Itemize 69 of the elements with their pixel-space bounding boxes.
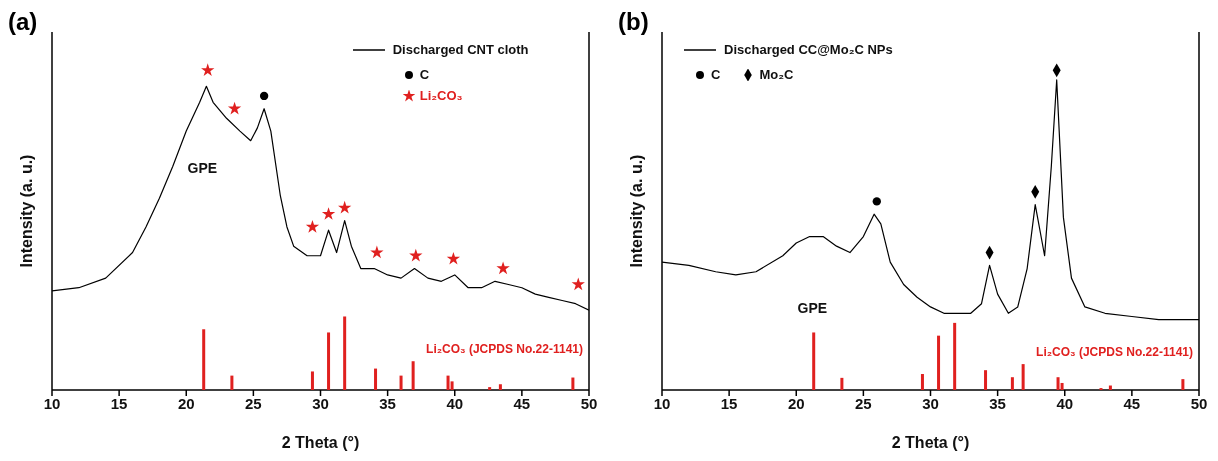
x-tick-label: 20: [177, 394, 195, 412]
legend-label: Discharged CNT cloth: [392, 42, 529, 57]
bar: [343, 316, 347, 390]
x-tick-label: 20: [787, 394, 805, 412]
legend-label: Li₂CO₃: [419, 88, 463, 103]
bar: [1010, 377, 1014, 390]
x-tick-label: 45: [513, 394, 531, 412]
legend-label: Discharged CC@Mo₂C NPs: [724, 42, 893, 57]
legend-label: C: [419, 67, 430, 82]
x-tick-label: 30: [922, 394, 939, 412]
x-tick-label: 15: [720, 394, 738, 412]
legend-label: C: [711, 67, 721, 82]
annotation: GPE: [186, 159, 219, 176]
bar: [1181, 379, 1185, 390]
point: [446, 251, 461, 265]
chart-title: (a): [8, 8, 38, 36]
chart-title: (b): [618, 8, 649, 36]
point: [321, 207, 336, 220]
bar: [1021, 364, 1025, 390]
series-label: Li₂CO₃ (JCPDS No.22-1141): [426, 341, 583, 356]
bar: [840, 377, 844, 390]
point: [571, 277, 585, 291]
point: [201, 63, 215, 77]
bar: [920, 374, 924, 390]
point: [305, 219, 320, 233]
bar: [937, 335, 941, 390]
y-axis-title: Intensity (a. u.): [627, 154, 645, 268]
bar: [202, 329, 206, 390]
x-axis-title: 2 Theta (°): [891, 434, 970, 451]
point: [259, 91, 269, 101]
bar: [399, 375, 403, 390]
x-tick-label: 25: [855, 394, 872, 412]
series-label: Li₂CO₃ (JCPDS No.22-1141): [1036, 345, 1193, 360]
bar: [953, 322, 957, 390]
bar: [1056, 377, 1060, 390]
x-tick-label: 40: [1056, 394, 1074, 412]
bar: [411, 361, 415, 390]
x-tick-label: 10: [43, 394, 61, 412]
bar: [984, 370, 988, 390]
bar: [310, 371, 314, 390]
point: [496, 261, 510, 275]
x-axis-title: 2 Theta (°): [281, 434, 360, 451]
bar: [498, 384, 502, 390]
bar: [230, 375, 234, 390]
point: [370, 245, 384, 259]
annotation: GPE: [796, 300, 829, 317]
bar: [1108, 385, 1112, 390]
x-tick-label: 25: [245, 394, 262, 412]
x-tick-label: 50: [580, 394, 598, 412]
x-tick-label: 40: [446, 394, 464, 412]
y-axis-title: Intensity (a. u.): [17, 154, 35, 268]
point: [338, 200, 352, 214]
bar: [488, 387, 492, 390]
x-tick-label: 35: [989, 394, 1006, 412]
x-tick-label: 30: [312, 394, 329, 412]
x-tick-label: 35: [379, 394, 396, 412]
x-tick-label: 45: [1123, 394, 1141, 412]
x-tick-label: 15: [110, 394, 128, 412]
bar: [327, 332, 331, 390]
legend-label: Mo₂C: [759, 67, 794, 82]
point: [227, 101, 242, 115]
x-tick-label: 50: [1190, 394, 1208, 412]
bar: [446, 375, 450, 390]
bar: [812, 332, 816, 390]
point: [872, 197, 881, 206]
point: [409, 248, 423, 262]
x-tick-label: 10: [653, 394, 671, 412]
bar: [374, 368, 378, 390]
bar: [571, 377, 575, 390]
